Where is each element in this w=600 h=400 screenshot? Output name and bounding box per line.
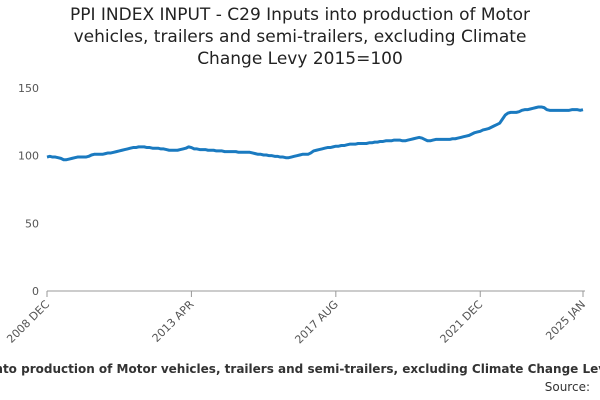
chart-title: PPI INDEX INPUT - C29 Inputs into produc… <box>69 5 531 69</box>
y-tick-label: 150 <box>18 82 39 95</box>
x-tick-label: 2017 AUG <box>292 298 341 347</box>
x-tick-label: 2008 DEC <box>4 298 52 346</box>
legend-entry: C29 Inputs into production of Motor vehi… <box>0 362 600 376</box>
x-tick-label: 2013 APR <box>150 298 197 345</box>
x-tick-label: 2021 DEC <box>438 298 486 346</box>
x-tick-label: 2025 JAN <box>543 298 588 343</box>
series-line <box>46 105 584 162</box>
source-label: Source: <box>544 380 590 394</box>
y-tick-label: 0 <box>32 285 39 298</box>
y-tick-label: 100 <box>18 150 39 163</box>
y-tick-label: 50 <box>25 217 39 230</box>
